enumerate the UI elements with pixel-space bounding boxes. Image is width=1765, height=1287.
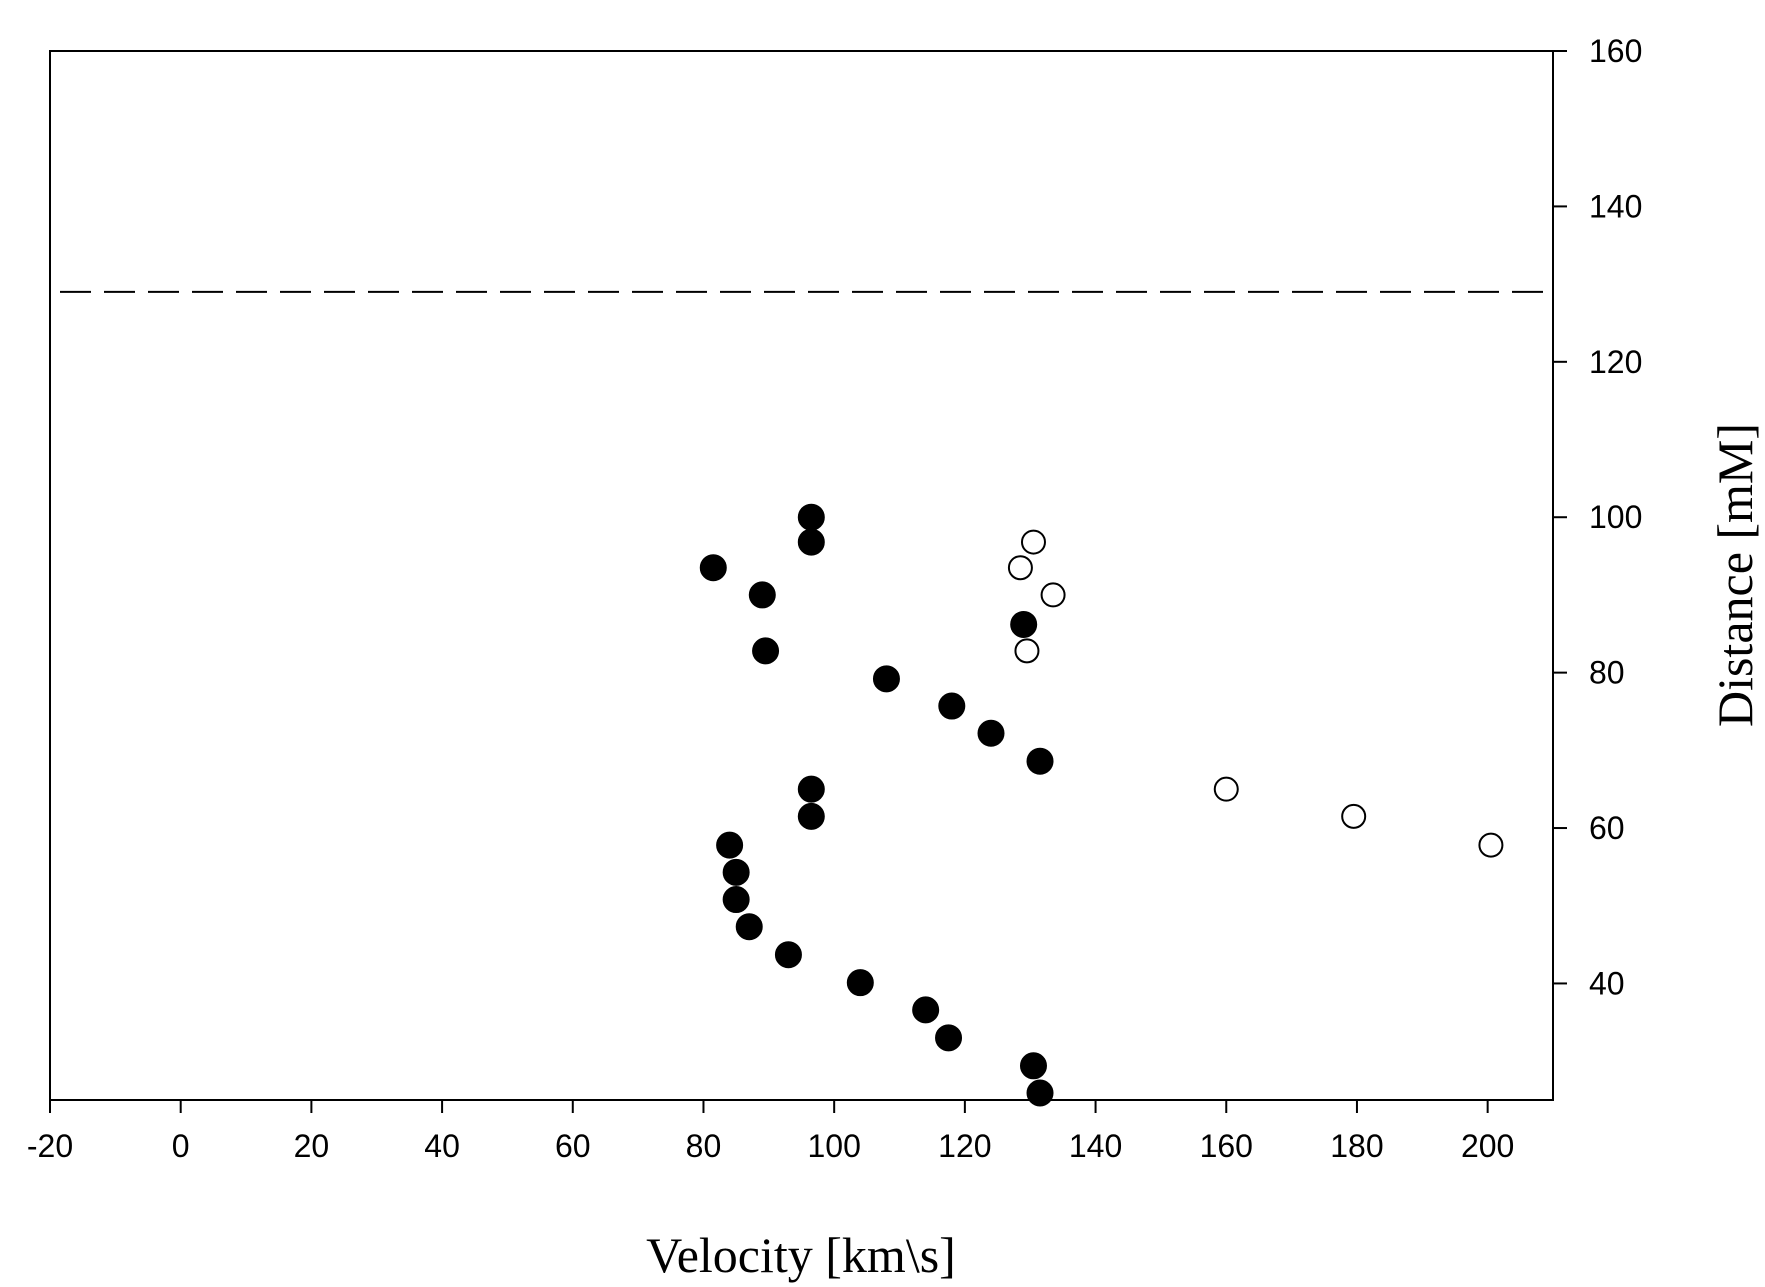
y-tick-label: 160 [1589, 33, 1642, 69]
x-tick-label: -20 [27, 1128, 73, 1164]
x-tick-label: 60 [555, 1128, 591, 1164]
filled-data-point [797, 775, 825, 803]
y-tick-label: 40 [1589, 965, 1625, 1001]
filled-data-point [752, 637, 780, 665]
open-data-point [1040, 582, 1066, 608]
filled-data-point [977, 719, 1005, 747]
x-tick-label: 120 [938, 1128, 991, 1164]
filled-data-point [797, 802, 825, 830]
filled-data-point [748, 581, 776, 609]
filled-data-point [1019, 1052, 1047, 1080]
filled-data-point [1010, 610, 1038, 638]
filled-data-point [938, 692, 966, 720]
filled-data-point [735, 913, 763, 941]
x-tick-label: 80 [686, 1128, 722, 1164]
filled-data-point [716, 831, 744, 859]
open-data-point [1014, 638, 1040, 664]
x-tick-label: 200 [1461, 1128, 1514, 1164]
filled-data-point [1026, 747, 1054, 775]
x-axis: -20 0 20 40 60 80 100 120 140 160 180 200 [27, 1100, 1514, 1164]
y-tick-label: 60 [1589, 810, 1625, 846]
x-tick-label: 140 [1069, 1128, 1122, 1164]
x-tick-label: 0 [172, 1128, 190, 1164]
filled-data-point [912, 996, 940, 1024]
plot-frame [49, 50, 1554, 1101]
filled-data-point [935, 1024, 963, 1052]
x-tick-label: 20 [294, 1128, 330, 1164]
filled-data-point [774, 941, 802, 969]
y-tick-label: 120 [1589, 344, 1642, 380]
open-data-point [1213, 776, 1239, 802]
open-data-point [1341, 803, 1367, 829]
filled-data-point [797, 503, 825, 531]
y-tick-label: 80 [1589, 655, 1625, 691]
filled-data-point [699, 554, 727, 582]
x-tick-label: 100 [807, 1128, 860, 1164]
filled-data-point [797, 528, 825, 556]
filled-data-point [722, 858, 750, 886]
x-axis-title: Velocity [km\s] [646, 1227, 956, 1283]
data-points [699, 503, 1504, 1107]
y-tick-label: 140 [1589, 188, 1642, 224]
open-data-point [1020, 529, 1046, 555]
filled-data-point [1026, 1079, 1054, 1107]
filled-data-point [722, 886, 750, 914]
filled-data-point [872, 665, 900, 693]
filled-data-point [846, 969, 874, 997]
x-tick-label: 160 [1200, 1128, 1253, 1164]
open-data-point [1007, 555, 1033, 581]
x-tick-label: 40 [424, 1128, 460, 1164]
x-tick-label: 180 [1330, 1128, 1383, 1164]
open-data-point [1478, 832, 1504, 858]
y-axis: 40 60 80 100 120 140 160 [1553, 33, 1642, 1001]
y-axis-title: Distance [mM] [1707, 423, 1763, 727]
y-tick-label: 100 [1589, 499, 1642, 535]
